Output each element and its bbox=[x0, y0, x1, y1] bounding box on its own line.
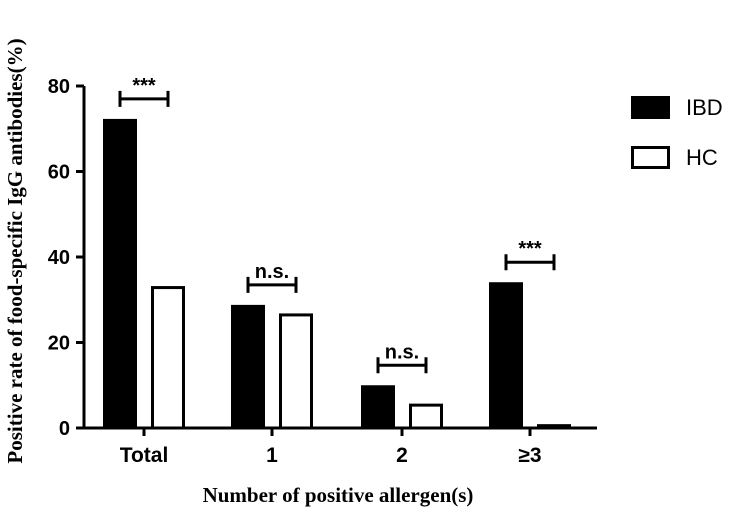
y-axis-title: Positive rate of food-specific IgG antib… bbox=[3, 38, 27, 463]
y-tick-label: 60 bbox=[48, 162, 70, 184]
bar-ibd bbox=[231, 304, 265, 430]
y-tick-label: 40 bbox=[48, 247, 70, 269]
bar-ibd bbox=[103, 118, 137, 430]
x-axis-title: Number of positive allergen(s) bbox=[203, 483, 474, 507]
x-tick-label: Total bbox=[120, 444, 169, 467]
legend: IBD HC bbox=[631, 95, 723, 170]
y-tick-label: 80 bbox=[48, 76, 70, 98]
y-tick-label: 20 bbox=[48, 333, 70, 355]
x-tick-label: ≥3 bbox=[518, 444, 541, 467]
bar-hc bbox=[537, 424, 571, 430]
bar-ibd bbox=[361, 385, 395, 430]
bar-hc bbox=[279, 313, 313, 430]
significance-label: *** bbox=[518, 238, 542, 260]
x-tick-label: 1 bbox=[266, 444, 278, 467]
significance-bracket bbox=[246, 276, 298, 293]
plot-area: 0 20 40 60 80 Total 1 2 ≥3 *** n.s. n.s. *** bbox=[48, 75, 597, 467]
significance-label: n.s. bbox=[385, 341, 419, 363]
legend-swatch-ibd bbox=[631, 96, 670, 119]
legend-label-ibd: IBD bbox=[686, 95, 723, 120]
significance-label: n.s. bbox=[255, 261, 289, 283]
significance-bracket bbox=[504, 254, 556, 271]
legend-swatch-hc bbox=[631, 146, 670, 169]
legend-label-hc: HC bbox=[686, 145, 718, 170]
y-tick-label: 0 bbox=[59, 418, 70, 440]
bar-hc bbox=[151, 286, 185, 430]
bar-hc bbox=[409, 403, 443, 430]
significance-label: *** bbox=[132, 75, 156, 97]
significance-bracket bbox=[376, 357, 428, 374]
bar-ibd bbox=[489, 282, 523, 430]
significance-bracket bbox=[118, 90, 170, 107]
x-tick-label: 2 bbox=[396, 444, 408, 467]
